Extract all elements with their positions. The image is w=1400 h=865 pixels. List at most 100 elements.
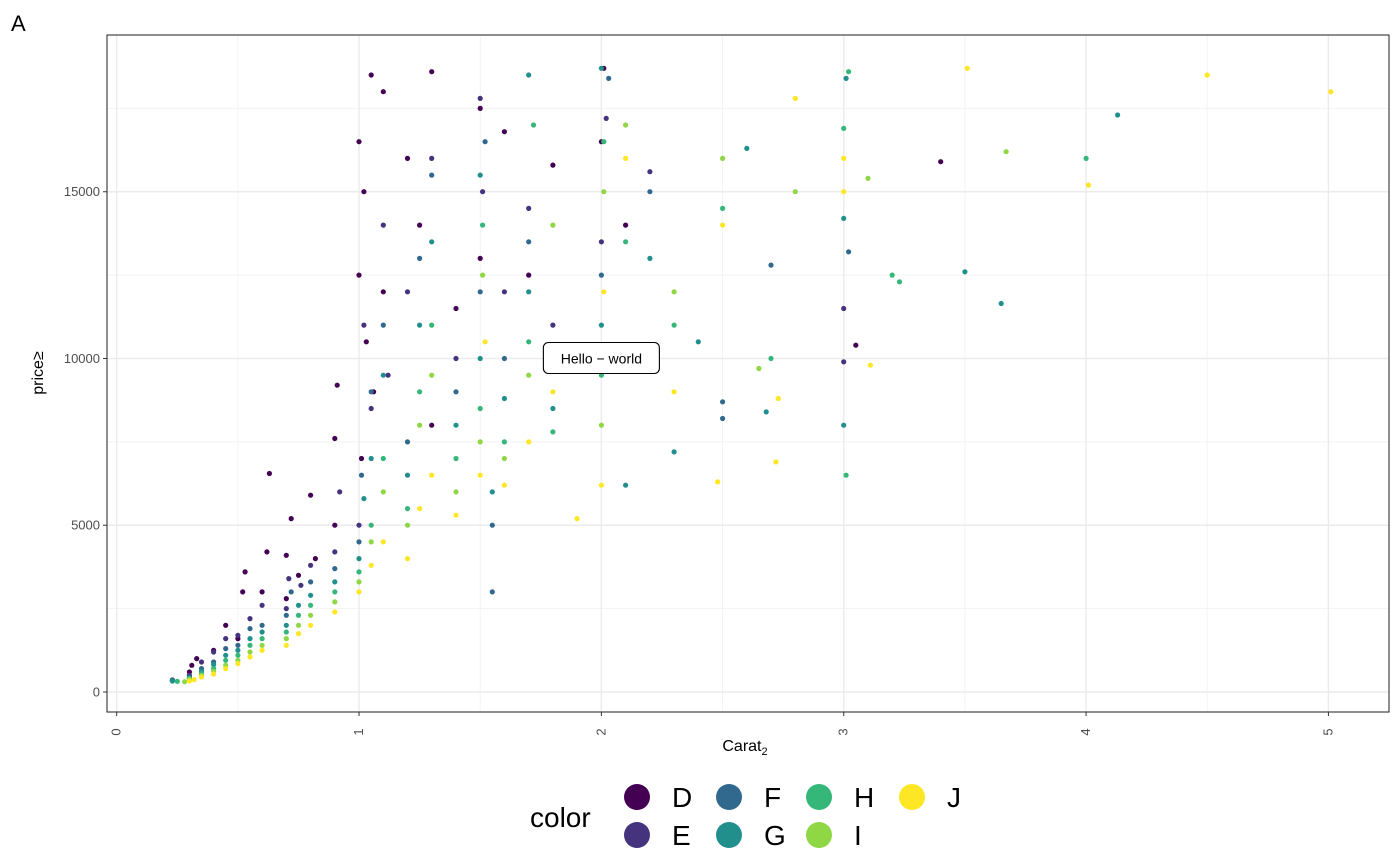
data-point <box>223 652 229 658</box>
data-point <box>211 671 217 677</box>
data-point <box>361 322 367 328</box>
data-point <box>526 239 532 245</box>
data-point <box>247 649 253 655</box>
data-point <box>998 300 1004 307</box>
data-point <box>356 272 362 278</box>
legend-label: I <box>854 820 862 851</box>
data-point <box>259 629 265 635</box>
data-point <box>489 589 495 595</box>
legend-key <box>624 822 650 848</box>
data-point <box>404 472 411 478</box>
data-point <box>1003 149 1009 155</box>
data-point <box>720 399 726 405</box>
data-point <box>671 289 677 295</box>
legend-label: J <box>947 782 961 813</box>
data-point <box>756 365 762 372</box>
data-point <box>286 576 292 582</box>
data-point <box>247 642 253 648</box>
data-point <box>334 382 340 388</box>
data-point <box>601 139 607 145</box>
data-point <box>380 89 386 95</box>
data-point <box>223 666 229 672</box>
data-point <box>453 355 459 362</box>
data-point <box>715 479 721 485</box>
data-point <box>223 636 229 642</box>
y-tick-label: 5000 <box>71 518 100 533</box>
data-point <box>417 222 423 228</box>
data-point <box>477 172 483 178</box>
data-point <box>429 172 435 178</box>
data-point <box>792 189 798 195</box>
data-point <box>598 239 605 245</box>
data-point <box>606 75 612 81</box>
data-point <box>526 205 532 211</box>
data-point <box>501 355 507 362</box>
legend-key <box>716 784 742 810</box>
data-point <box>482 139 488 145</box>
data-point <box>846 249 852 255</box>
plot-border <box>106 34 1390 713</box>
data-point <box>598 272 605 278</box>
legend-item-E: E <box>624 820 691 851</box>
data-point <box>964 65 970 71</box>
data-point <box>356 522 362 528</box>
data-point <box>938 159 944 165</box>
data-point <box>768 355 774 362</box>
data-point <box>598 422 605 428</box>
annotation-text: Hello − world <box>561 350 642 366</box>
data-point <box>295 631 302 637</box>
data-point <box>671 449 677 455</box>
data-point <box>526 439 532 445</box>
data-point <box>361 189 367 195</box>
x-tick-label: 0 <box>109 728 124 735</box>
y-axis-title: price≥ <box>30 351 47 395</box>
data-point <box>283 596 289 602</box>
data-point <box>288 516 294 522</box>
data-point <box>501 482 507 488</box>
data-point <box>169 678 175 684</box>
legend-label: D <box>672 782 692 813</box>
data-point <box>867 362 874 368</box>
data-point <box>623 155 629 161</box>
data-point <box>841 422 847 428</box>
data-point <box>480 222 486 228</box>
data-point <box>775 395 781 402</box>
data-point <box>368 72 374 78</box>
data-point <box>368 522 374 528</box>
data-point <box>264 549 270 555</box>
data-point <box>404 439 411 445</box>
data-point <box>526 339 532 345</box>
data-point <box>763 409 769 415</box>
data-point <box>240 589 246 595</box>
data-point <box>477 472 483 478</box>
data-point <box>841 305 847 312</box>
data-point <box>235 652 241 658</box>
data-point <box>453 489 459 495</box>
legend-item-F: F <box>716 782 781 813</box>
legend-label: H <box>854 782 874 813</box>
legend-item-G: G <box>716 820 786 851</box>
data-point <box>295 572 302 578</box>
series-H <box>174 69 1089 684</box>
legend-item-J: J <box>899 782 961 813</box>
data-point <box>429 69 435 75</box>
x-tick-label: 1 <box>351 728 366 735</box>
data-point <box>647 255 653 261</box>
data-point <box>477 405 483 412</box>
data-point <box>477 355 483 362</box>
data-point <box>312 556 318 562</box>
data-point <box>744 145 750 151</box>
data-point <box>853 342 859 348</box>
data-point <box>380 455 386 462</box>
series-G <box>169 65 1121 684</box>
grid-lines <box>107 35 1389 712</box>
legend-key <box>716 822 742 848</box>
data-point <box>368 405 374 412</box>
data-point <box>865 175 871 181</box>
data-point <box>623 122 629 128</box>
data-point <box>356 139 362 145</box>
data-point <box>247 626 253 632</box>
data-point <box>404 556 411 562</box>
data-point <box>380 222 386 228</box>
data-point <box>530 122 537 128</box>
